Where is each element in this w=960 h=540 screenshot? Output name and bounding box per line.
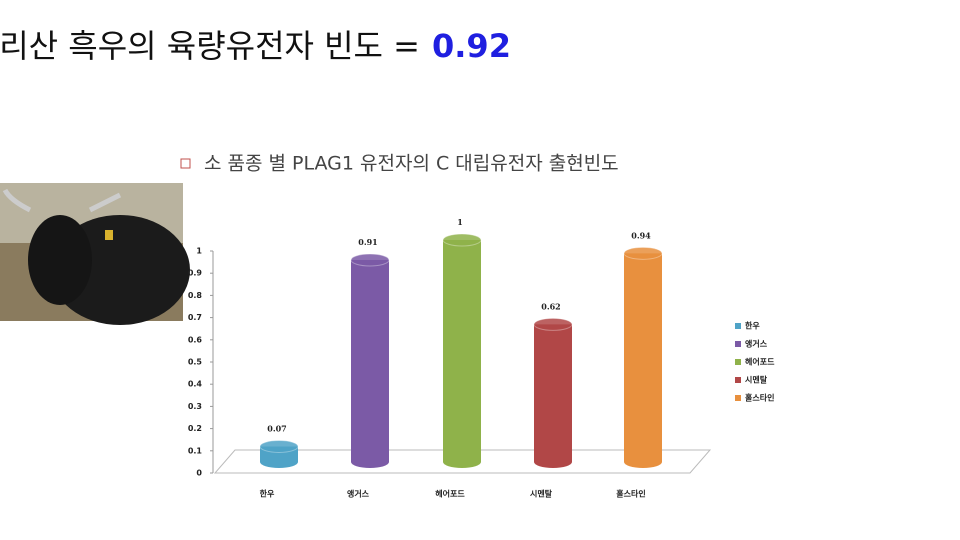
data-label: 0.94 [631,230,651,240]
bar-top [350,253,390,267]
bar [624,253,662,468]
legend-label: 시멘탈 [745,375,768,385]
x-tick-label: 한우 [260,489,275,499]
legend-label: 헤어포드 [745,357,775,367]
x-tick-label: 헤어포드 [435,489,465,499]
bar [534,324,572,468]
bar [351,259,389,468]
legend-swatch [735,341,741,347]
x-tick-label: 앵거스 [347,489,370,499]
y-tick-label: 0.9 [188,269,203,278]
legend-swatch [735,323,741,329]
y-tick-label: 0.6 [188,335,203,344]
bar-top [259,439,299,453]
x-tick-label: 시멘탈 [530,489,553,499]
x-tick-label: 홀스타인 [616,489,645,499]
legend-label: 한우 [745,321,760,331]
bar [443,240,481,468]
y-tick-label: 0.1 [188,446,203,455]
data-label: 0.91 [358,237,377,247]
slide-subtitle: 소 품종 별 PLAG1 유전자의 C 대립유전자 출현빈도 [204,153,619,175]
y-tick-label: 0 [196,469,202,478]
legend-label: 앵거스 [745,339,768,349]
bullet [180,158,191,169]
bar-top [442,233,482,247]
bar-top [533,317,573,331]
legend-swatch [735,377,741,383]
slide-title: 지리산 흑우의 육량유전자 빈도 = [0,27,420,65]
data-label: 0.62 [541,301,560,311]
y-tick-label: 1 [196,247,202,256]
bar [260,446,298,468]
y-tick-label: 0.4 [188,380,203,389]
title-highlight: 0.92 [432,27,511,65]
y-tick-label: 0.8 [188,291,203,300]
data-label: 0.07 [267,423,286,433]
bar-top [623,246,663,260]
y-tick-label: 0.5 [188,358,203,367]
legend-swatch [735,359,741,365]
data-label: 1 [457,217,463,227]
cow-photo [0,183,190,325]
legend-swatch [735,395,741,401]
y-tick-label: 0.3 [188,402,202,411]
y-tick-label: 0.2 [188,424,202,433]
y-tick-label: 0.7 [188,313,202,322]
legend-label: 홀스타인 [745,393,774,403]
